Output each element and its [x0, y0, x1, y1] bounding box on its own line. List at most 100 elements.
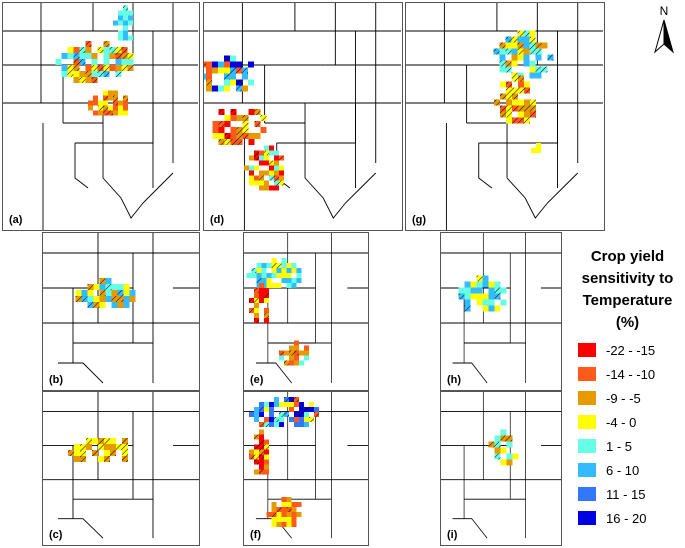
significance-hatch: [530, 111, 536, 118]
significance-hatch: [254, 454, 259, 460]
sensitivity-cell: [261, 278, 267, 283]
significance-hatch: [289, 397, 294, 402]
significance-hatch: [249, 298, 254, 303]
sensitivity-cell: [254, 175, 259, 181]
significance-hatch: [218, 121, 225, 127]
sensitivity-cell: [500, 81, 506, 88]
significance-hatch: [98, 438, 104, 444]
significance-hatch: [92, 450, 98, 456]
sensitivity-cell: [67, 47, 74, 53]
panel-g-map: [406, 3, 603, 230]
sensitivity-cell: [264, 180, 269, 186]
sensitivity-cell: [108, 90, 113, 96]
sensitivity-cell: [118, 10, 123, 16]
legend-swatch: [578, 391, 596, 405]
sensitivity-cell: [279, 170, 284, 176]
sensitivity-cell: [218, 133, 225, 139]
sensitivity-cell: [482, 275, 489, 282]
significance-hatch: [254, 155, 259, 161]
sensitivity-cell: [123, 10, 128, 16]
sensitivity-cell: [524, 81, 530, 88]
significance-hatch: [506, 81, 512, 88]
significance-hatch: [123, 5, 128, 11]
sensitivity-cell: [281, 502, 287, 507]
sensitivity-cell: [299, 402, 304, 407]
sensitivity-cell: [259, 185, 264, 191]
sensitivity-cell: [274, 150, 279, 156]
map-panel-d: (d): [203, 2, 403, 231]
sensitivity-cell: [494, 281, 501, 288]
significance-hatch: [113, 100, 118, 106]
sensitivity-cell: [118, 110, 123, 116]
sensitivity-cell: [279, 422, 284, 427]
sensitivity-cell: [206, 85, 212, 92]
sensitivity-cell: [488, 293, 495, 300]
significance-hatch: [73, 65, 80, 71]
sensitivity-cell: [286, 268, 292, 273]
sensitivity-cell: [254, 417, 259, 422]
sensitivity-cell: [286, 512, 292, 517]
significance-hatch: [488, 441, 495, 448]
north-arrow-icon: [654, 19, 674, 54]
sensitivity-cell: [91, 53, 98, 59]
sensitivity-cell: [113, 105, 118, 111]
sensitivity-cell: [113, 110, 118, 116]
panel-label-g: (g): [412, 214, 427, 226]
state-border: [58, 518, 104, 539]
sensitivity-cell: [291, 502, 297, 507]
sensitivity-cell: [517, 54, 524, 61]
legend-swatch: [578, 511, 596, 525]
sensitivity-cell: [129, 290, 136, 296]
sensitivity-cell: [86, 444, 92, 450]
sensitivity-cell: [61, 71, 68, 77]
sensitivity-cell: [259, 155, 264, 161]
significance-hatch: [204, 61, 206, 68]
significance-hatch: [123, 95, 128, 101]
sensitivity-cell: [264, 469, 269, 475]
state-border: [255, 362, 292, 384]
sensitivity-cell: [259, 293, 264, 298]
legend-label: 1 - 5: [606, 438, 633, 454]
sensitivity-cell: [276, 268, 282, 273]
sensitivity-cell: [286, 278, 292, 283]
sensitivity-cell: [269, 170, 274, 176]
sensitivity-cell: [230, 55, 236, 62]
significance-hatch: [274, 417, 279, 422]
panel-h-map: [441, 233, 561, 384]
legend-item: -9 - -5: [578, 388, 641, 408]
sensitivity-cell: [224, 121, 231, 127]
significance-hatch: [236, 85, 242, 92]
state-borders: [441, 233, 561, 384]
sensitivity-cell: [269, 185, 274, 191]
sensitivity-cell: [254, 293, 259, 298]
sensitivity-cell: [523, 60, 530, 67]
significance-hatch: [276, 263, 282, 268]
panel-d-map: [204, 3, 401, 230]
sensitivity-cell: [254, 469, 259, 475]
state-border: [276, 142, 377, 219]
panel-c-map: [43, 392, 199, 539]
sensitivity-cell: [254, 133, 261, 139]
sensitivity-cell: [281, 507, 287, 512]
sensitivity-cell: [259, 464, 264, 470]
significance-hatch: [499, 42, 506, 49]
sensitivity-cell: [242, 73, 248, 80]
sensitivity-cell: [105, 296, 112, 302]
significance-hatch: [259, 454, 264, 460]
legend-swatch: [578, 367, 596, 381]
legend-item: -14 - -10: [578, 364, 655, 384]
significance-hatch: [259, 449, 264, 455]
sensitivity-cell: [249, 412, 254, 417]
sensitivity-cell: [123, 25, 128, 31]
legend-title-line-4: (%): [615, 314, 640, 331]
sensitivity-cell: [224, 79, 230, 86]
sensitivity-cell: [206, 67, 212, 74]
north-letter: N: [659, 4, 669, 18]
significance-hatch: [103, 110, 108, 116]
sensitivity-cell: [73, 71, 80, 77]
significance-hatch: [113, 95, 118, 101]
sensitivity-cell: [524, 99, 530, 106]
significance-hatch: [116, 444, 122, 450]
sensitivity-cell: [488, 281, 495, 288]
sensitivity-cell: [74, 444, 80, 450]
